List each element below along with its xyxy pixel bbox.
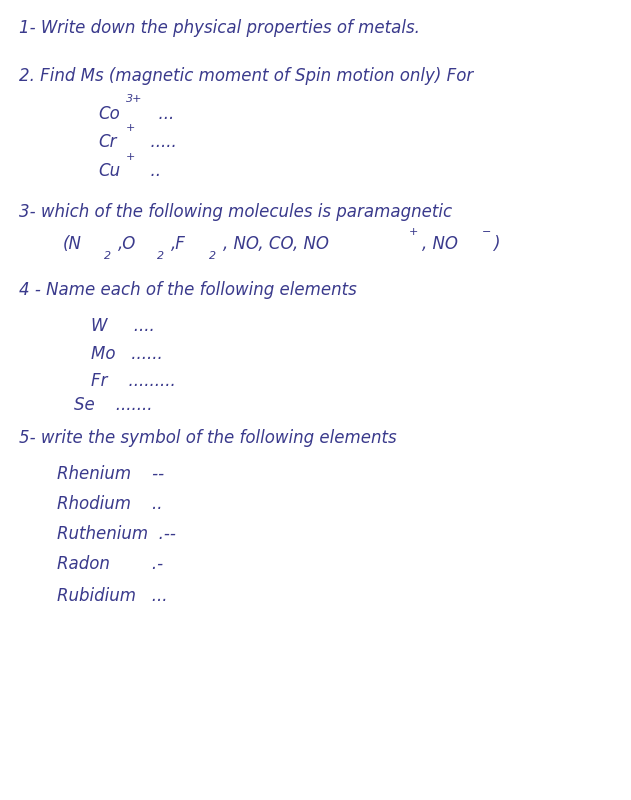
Text: 1- Write down the physical properties of metals.: 1- Write down the physical properties of… [19, 19, 420, 37]
Text: , NO, CO, NO: , NO, CO, NO [223, 235, 329, 253]
Text: −: − [481, 227, 491, 237]
Text: ): ) [493, 235, 499, 253]
Text: ...: ... [148, 105, 175, 122]
Text: Rhenium    --: Rhenium -- [57, 465, 164, 482]
Text: Mo   ......: Mo ...... [91, 345, 163, 362]
Text: 4 - Name each of the following elements: 4 - Name each of the following elements [19, 281, 357, 298]
Text: ,F: ,F [171, 235, 186, 253]
Text: 3+: 3+ [126, 94, 142, 104]
Text: +: + [126, 123, 135, 133]
Text: Cr: Cr [98, 134, 116, 151]
Text: Rhodium    ..: Rhodium .. [57, 495, 162, 513]
Text: Ruthenium  .--: Ruthenium .-- [57, 526, 175, 543]
Text: W     ....: W .... [91, 318, 155, 335]
Text: +: + [126, 152, 135, 162]
Text: (N: (N [63, 235, 82, 253]
Text: 2: 2 [209, 251, 216, 261]
Text: 2: 2 [104, 251, 111, 261]
Text: 2: 2 [157, 251, 164, 261]
Text: 3- which of the following molecules is paramagnetic: 3- which of the following molecules is p… [19, 203, 452, 221]
Text: Radon        .-: Radon .- [57, 555, 163, 573]
Text: +: + [409, 227, 418, 237]
Text: Rubidium   ...: Rubidium ... [57, 587, 167, 605]
Text: ..: .. [140, 162, 161, 180]
Text: .....: ..... [140, 134, 177, 151]
Text: 5- write the symbol of the following elements: 5- write the symbol of the following ele… [19, 429, 396, 446]
Text: Co: Co [98, 105, 119, 122]
Text: Se    .......: Se ....... [74, 396, 153, 414]
Text: Cu: Cu [98, 162, 120, 180]
Text: , NO: , NO [422, 235, 457, 253]
Text: ,O: ,O [118, 235, 136, 253]
Text: 2. Find Ms (magnetic moment of Spin motion only) For: 2. Find Ms (magnetic moment of Spin moti… [19, 67, 473, 85]
Text: Fr    .........: Fr ......... [91, 372, 176, 390]
